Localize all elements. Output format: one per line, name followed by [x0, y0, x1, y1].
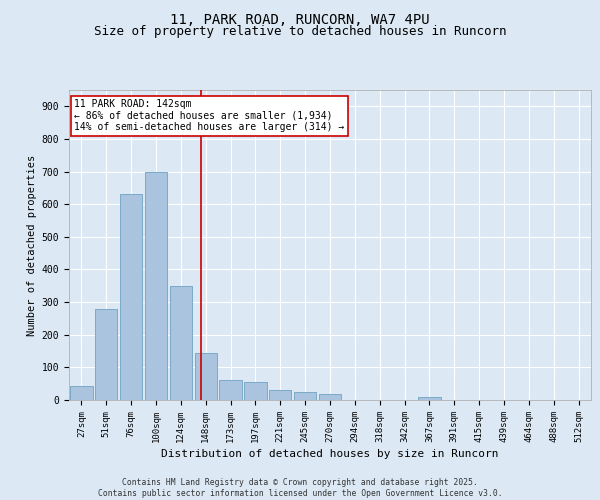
Bar — [194, 352, 217, 400]
Bar — [145, 172, 167, 400]
Bar — [418, 398, 440, 400]
Text: 11, PARK ROAD, RUNCORN, WA7 4PU: 11, PARK ROAD, RUNCORN, WA7 4PU — [170, 12, 430, 26]
Y-axis label: Number of detached properties: Number of detached properties — [28, 154, 37, 336]
Bar — [70, 386, 92, 400]
Bar — [244, 382, 266, 400]
Bar — [170, 286, 192, 400]
Text: Size of property relative to detached houses in Runcorn: Size of property relative to detached ho… — [94, 25, 506, 38]
Bar — [95, 308, 118, 400]
Bar — [319, 394, 341, 400]
Bar — [269, 390, 292, 400]
Text: Contains HM Land Registry data © Crown copyright and database right 2025.
Contai: Contains HM Land Registry data © Crown c… — [98, 478, 502, 498]
Bar — [220, 380, 242, 400]
Bar — [294, 392, 316, 400]
Text: 11 PARK ROAD: 142sqm
← 86% of detached houses are smaller (1,934)
14% of semi-de: 11 PARK ROAD: 142sqm ← 86% of detached h… — [74, 100, 344, 132]
Bar — [120, 194, 142, 400]
X-axis label: Distribution of detached houses by size in Runcorn: Distribution of detached houses by size … — [161, 449, 499, 459]
